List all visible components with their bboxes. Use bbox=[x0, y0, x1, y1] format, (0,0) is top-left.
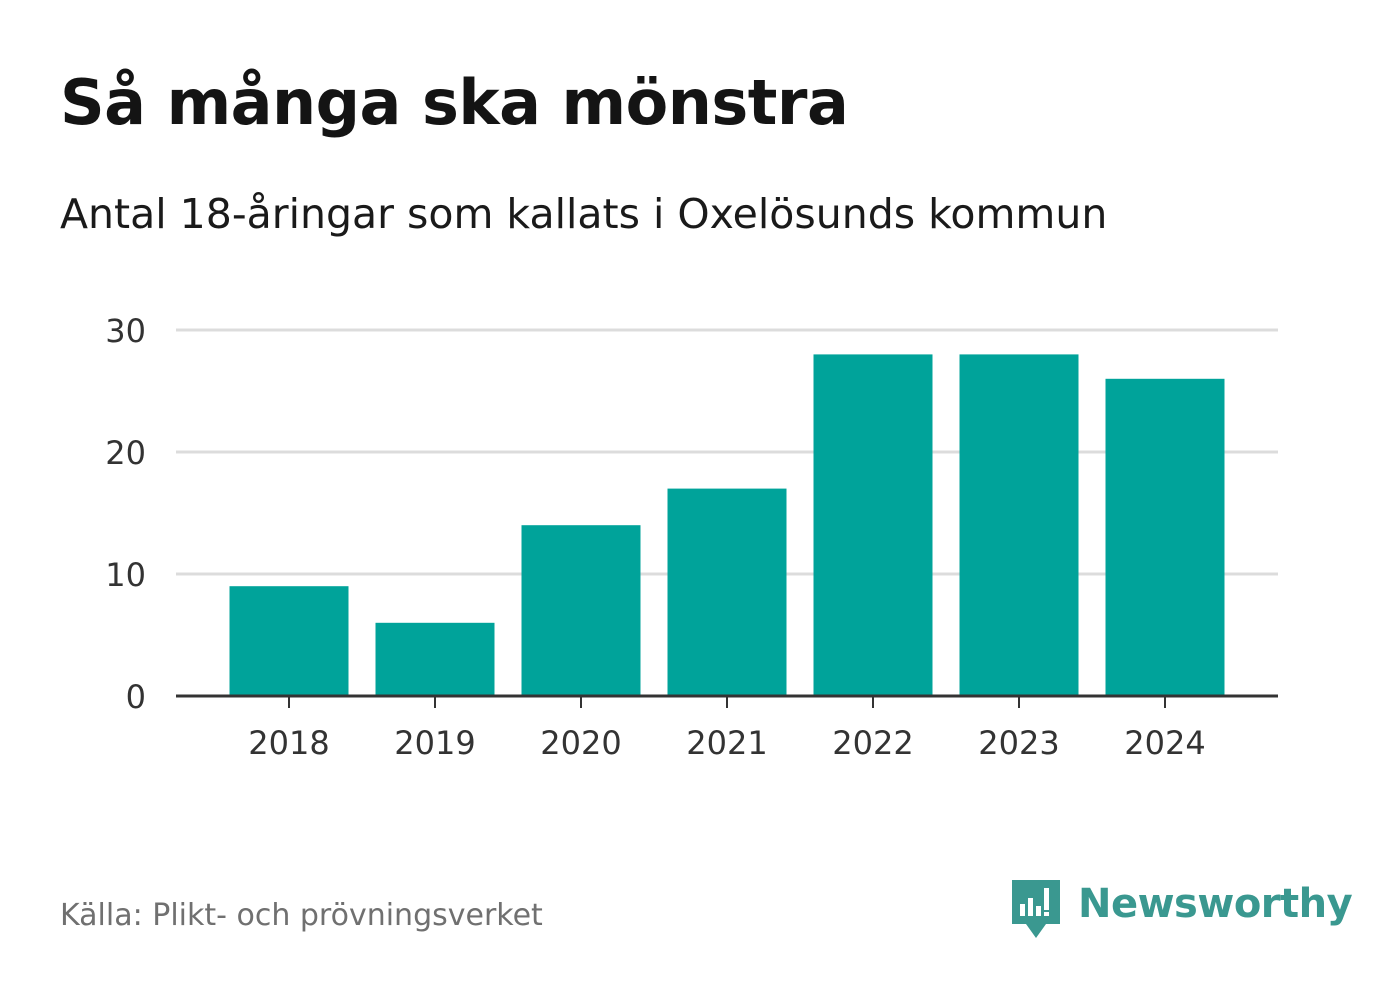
bar-2021 bbox=[667, 488, 787, 696]
x-tick-label-2022: 2022 bbox=[832, 724, 913, 762]
y-tick-label-20: 20 bbox=[105, 434, 146, 472]
x-tick-label-2019: 2019 bbox=[394, 724, 475, 762]
bar-2024 bbox=[1105, 378, 1225, 696]
source-note: Källa: Plikt- och prövningsverket bbox=[60, 898, 543, 933]
brand-logo: Newsworthy bbox=[1010, 878, 1353, 942]
bar-2023 bbox=[959, 354, 1079, 696]
bars bbox=[229, 354, 1225, 696]
axes: 0 10 20 30 2018 2019 2020 2021 2022 2023 2024 bbox=[105, 312, 1278, 762]
chart-subtitle: Antal 18-åringar som kallats i Oxelösund… bbox=[60, 190, 1108, 238]
x-tick-label-2021: 2021 bbox=[686, 724, 767, 762]
newsworthy-logo-icon bbox=[1012, 880, 1060, 938]
bar-2022 bbox=[813, 354, 933, 696]
y-tick-label-30: 30 bbox=[105, 312, 146, 350]
y-tick-label-0: 0 bbox=[126, 678, 146, 716]
chart-title: Så många ska mönstra bbox=[60, 66, 849, 139]
y-tick-label-10: 10 bbox=[105, 556, 146, 594]
bar-2019 bbox=[375, 622, 495, 696]
brand-name: Newsworthy bbox=[1078, 881, 1353, 927]
x-tick-label-2023: 2023 bbox=[978, 724, 1059, 762]
x-tick-label-2018: 2018 bbox=[248, 724, 329, 762]
bar-2020 bbox=[521, 525, 641, 696]
x-tick-label-2024: 2024 bbox=[1124, 724, 1205, 762]
x-tick-label-2020: 2020 bbox=[540, 724, 621, 762]
bar-2018 bbox=[229, 586, 349, 696]
